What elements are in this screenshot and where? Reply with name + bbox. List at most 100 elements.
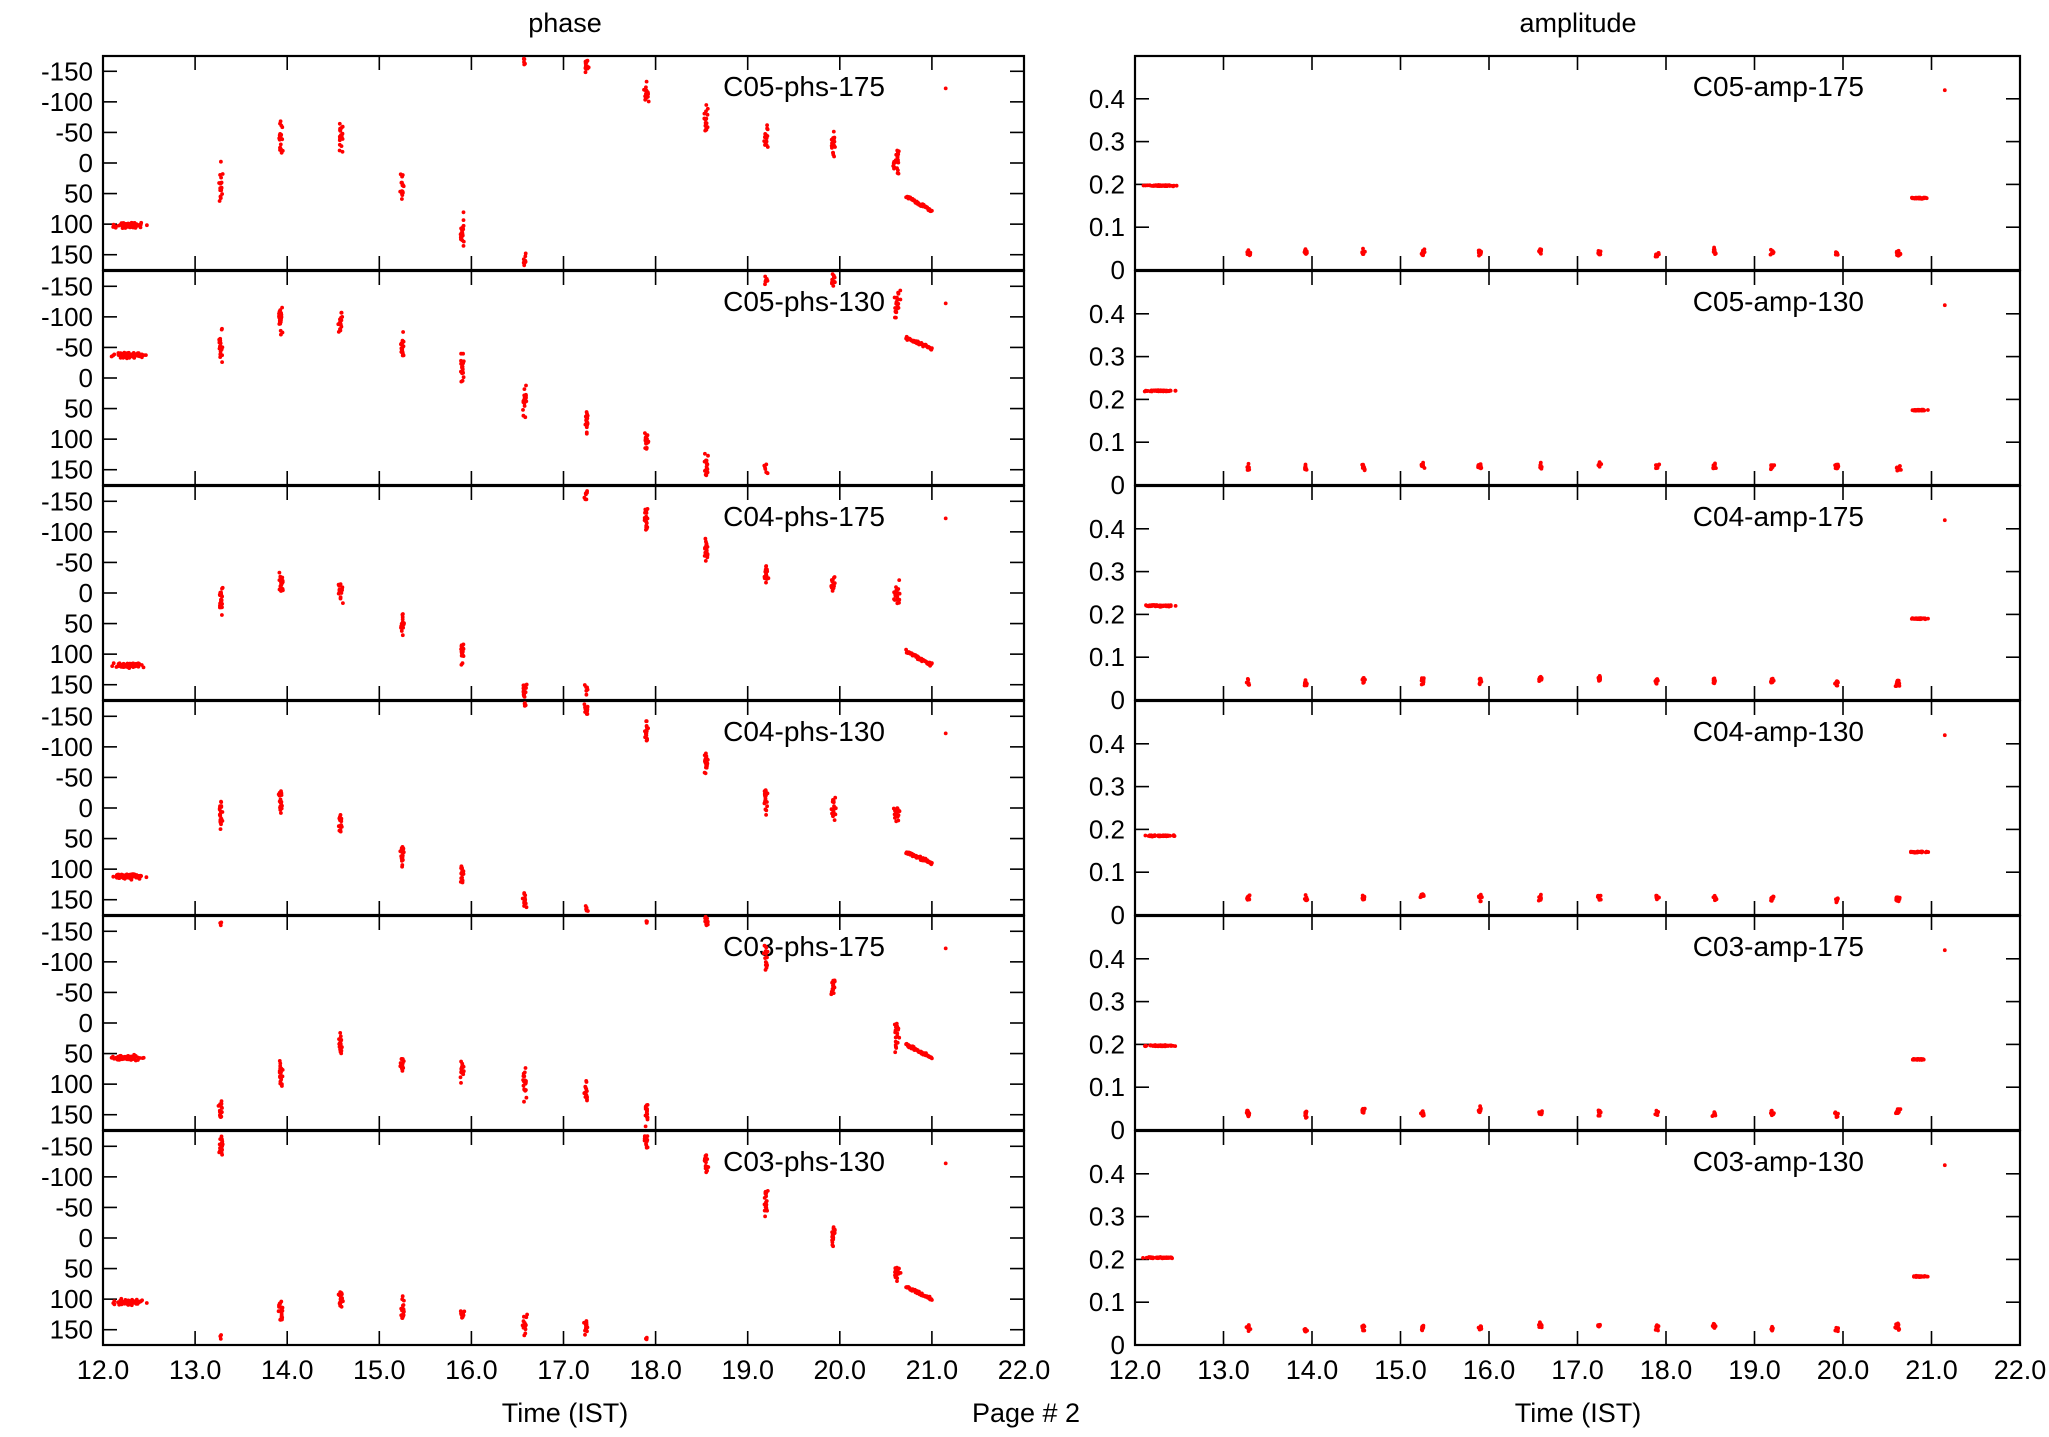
data-point xyxy=(401,1303,405,1308)
data-point xyxy=(644,525,649,529)
data-point xyxy=(702,116,707,121)
data-point xyxy=(764,570,768,574)
data-point xyxy=(763,465,767,470)
data-point xyxy=(1421,248,1425,253)
panel-label: C05-phs-175 xyxy=(723,71,885,102)
data-point xyxy=(461,239,466,244)
data-point xyxy=(400,1316,405,1320)
data-point xyxy=(337,148,342,153)
data-point xyxy=(400,197,404,201)
data-point xyxy=(1420,1328,1425,1333)
data-point xyxy=(337,121,342,126)
x-tick-label: 21.0 xyxy=(906,1355,959,1385)
data-point xyxy=(1894,684,1899,688)
y-tick-label: 150 xyxy=(50,885,93,915)
data-point xyxy=(763,142,768,146)
data-point xyxy=(704,542,709,547)
data-point xyxy=(401,1059,406,1063)
data-point xyxy=(764,462,769,467)
data-point xyxy=(1168,603,1172,608)
data-point xyxy=(1478,676,1483,681)
data-point xyxy=(218,814,223,818)
panels: -150-100-50050100150C05-phs-17500.10.20.… xyxy=(41,54,2046,1385)
data-point xyxy=(644,1110,649,1115)
data-point xyxy=(763,278,768,283)
y-tick-label: -100 xyxy=(41,947,93,977)
data-point xyxy=(1916,408,1921,413)
panel-c05-amp-175: 0 0.1 0.2 0.3 0.4 C05-amp-175 xyxy=(1089,54,2022,285)
data-point xyxy=(1919,1057,1923,1061)
y-tick-label: 150 xyxy=(50,455,93,485)
data-point xyxy=(1173,604,1178,608)
y-tick-label: 0.2 xyxy=(1089,169,1125,199)
data-point xyxy=(400,859,404,863)
data-point xyxy=(338,1303,343,1308)
panel-label: C04-amp-130 xyxy=(1693,716,1864,747)
data-point xyxy=(277,1059,282,1063)
data-point xyxy=(645,507,650,511)
data-point xyxy=(764,580,768,585)
data-point xyxy=(524,905,529,910)
data-point xyxy=(1919,849,1923,854)
data-point xyxy=(645,1107,649,1111)
panel-c04-amp-130: 0 0.1 0.2 0.3 0.4 C04-amp-130 xyxy=(1089,699,2022,930)
data-point xyxy=(1655,678,1660,683)
data-point xyxy=(1304,683,1308,688)
data-point xyxy=(1942,733,1947,738)
panel-label: C03-amp-175 xyxy=(1693,931,1864,962)
data-point xyxy=(1246,1329,1251,1333)
data-point xyxy=(1150,834,1155,839)
data-point xyxy=(218,338,223,343)
y-tick-label: 0.2 xyxy=(1089,814,1125,844)
y-tick-label: 0 xyxy=(79,363,93,393)
data-point xyxy=(765,145,770,149)
data-point xyxy=(705,467,710,472)
data-point xyxy=(522,387,527,391)
data-point xyxy=(1769,1326,1774,1331)
data-point xyxy=(1360,896,1365,901)
data-point xyxy=(1360,1110,1365,1115)
data-point xyxy=(219,186,224,191)
data-point xyxy=(1421,463,1425,468)
data-point xyxy=(140,355,144,360)
data-point xyxy=(121,355,126,360)
data-point xyxy=(460,369,464,374)
data-point xyxy=(1598,677,1602,681)
data-point xyxy=(460,872,465,877)
x-tick-label: 17.0 xyxy=(1551,1355,1604,1385)
data-point xyxy=(123,225,128,230)
data-point xyxy=(584,908,589,913)
x-tick-label: 19.0 xyxy=(721,1355,774,1385)
data-point xyxy=(1913,617,1918,621)
data-point xyxy=(1598,252,1603,257)
data-point xyxy=(832,143,836,148)
data-point xyxy=(1835,465,1840,470)
data-point xyxy=(340,1292,344,1297)
y-tick-label: 0 xyxy=(1111,685,1125,715)
data-point xyxy=(117,1302,122,1307)
data-point xyxy=(1836,896,1840,901)
data-point xyxy=(460,869,465,873)
data-point xyxy=(399,350,404,355)
y-tick-label: 0 xyxy=(79,1223,93,1253)
y-tick-label: 0 xyxy=(1111,1330,1125,1360)
scatter-series xyxy=(1141,88,1947,259)
data-point xyxy=(897,1266,901,1271)
data-point xyxy=(1141,183,1146,188)
data-point xyxy=(278,800,283,805)
data-point xyxy=(1157,833,1162,838)
data-point xyxy=(1245,250,1250,255)
data-point xyxy=(1166,183,1171,188)
data-point xyxy=(1926,408,1930,412)
data-point xyxy=(832,154,836,159)
data-point xyxy=(584,59,589,63)
data-point xyxy=(218,1113,222,1118)
data-point xyxy=(219,327,224,332)
data-point xyxy=(522,1074,527,1079)
data-point xyxy=(1915,849,1920,854)
data-point xyxy=(461,359,466,364)
y-tick-label: 0.2 xyxy=(1089,384,1125,414)
data-point xyxy=(279,811,283,815)
x-tick-label: 15.0 xyxy=(1374,1355,1427,1385)
data-point xyxy=(930,1056,934,1061)
